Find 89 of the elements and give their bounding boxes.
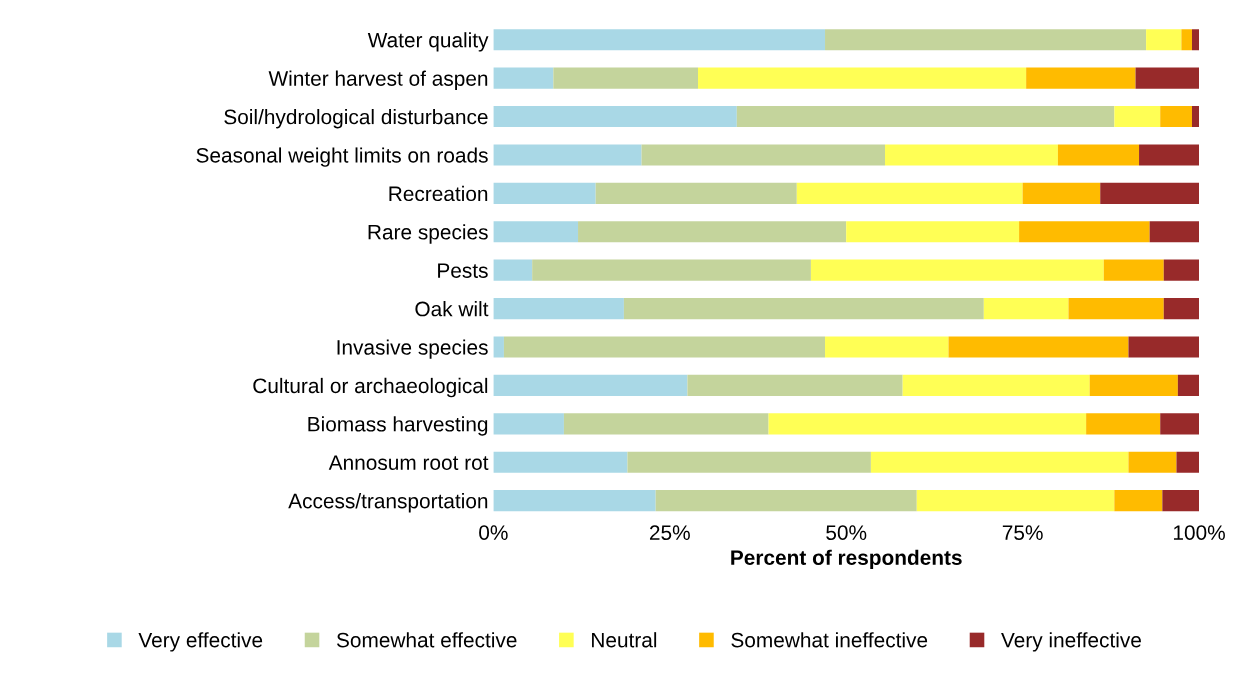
- bar: [578, 221, 847, 243]
- bar: [846, 221, 1020, 243]
- bar: [1114, 490, 1163, 512]
- x-tick-label: 75%: [1002, 525, 1043, 540]
- bar: [493, 259, 533, 281]
- legend-label: Somewhat effective: [336, 632, 517, 648]
- x-axis-title: Percent of respondents: [731, 549, 962, 570]
- bar: [698, 67, 1027, 89]
- bar: [493, 413, 564, 435]
- bar: [1191, 105, 1200, 128]
- y-tick-label: Rare species: [368, 224, 488, 244]
- bar: [641, 144, 886, 166]
- bar: [1149, 221, 1200, 243]
- bar: [916, 490, 1115, 512]
- bar: [825, 29, 1147, 51]
- bar: [623, 298, 984, 320]
- bar: [1181, 29, 1192, 51]
- bar: [1057, 144, 1140, 166]
- bar: [493, 374, 688, 396]
- bar: [563, 413, 769, 435]
- bar: [493, 29, 826, 51]
- y-tick-label: Oak wilt: [415, 301, 489, 317]
- bar: [768, 413, 1087, 435]
- bar: [1163, 259, 1200, 281]
- bar: [595, 182, 797, 204]
- bar: [655, 490, 917, 512]
- bar: [1139, 144, 1200, 166]
- bar: [1089, 374, 1178, 396]
- y-tick-label: Seasonal weight limits on roads: [196, 147, 488, 167]
- bar: [493, 182, 596, 204]
- bar: [810, 259, 1104, 281]
- bar: [493, 105, 737, 128]
- bar: [1146, 29, 1182, 51]
- bar: [902, 374, 1090, 396]
- legend-label: Somewhat ineffective: [731, 632, 928, 648]
- y-tick-label: Recreation: [389, 185, 488, 202]
- y-tick-label: Water quality: [367, 32, 489, 52]
- bar: [493, 451, 628, 473]
- bar: [1163, 298, 1200, 320]
- bar: [493, 67, 554, 89]
- bar: [885, 144, 1058, 166]
- x-tick-label: 25%: [649, 525, 690, 540]
- bar: [532, 259, 811, 281]
- x-tick-label: 100%: [1173, 525, 1225, 540]
- bar: [503, 336, 826, 358]
- bar: [1160, 105, 1192, 128]
- y-tick-label: Soil/hydrological disturbance: [224, 108, 488, 129]
- bar: [627, 451, 871, 473]
- y-tick-label: Annosum root rot: [328, 455, 489, 470]
- bar: [1100, 182, 1200, 204]
- bar: [1162, 490, 1200, 512]
- bar: [983, 298, 1069, 320]
- bar: [553, 67, 698, 89]
- bar: [1191, 29, 1200, 51]
- bar: [1026, 67, 1136, 89]
- bar: [493, 336, 504, 358]
- bar: [1114, 105, 1161, 128]
- bar: [1176, 451, 1200, 473]
- bar: [1086, 413, 1161, 435]
- legend-label: Very ineffective: [1001, 632, 1141, 652]
- bar: [1068, 298, 1164, 320]
- legend-label: Very effective: [138, 632, 263, 652]
- bar: [736, 105, 1115, 128]
- bar: [796, 182, 1023, 204]
- bar: [1128, 336, 1200, 358]
- y-tick-label: Winter harvest of aspen: [268, 70, 488, 91]
- bar: [1177, 374, 1200, 396]
- bar: [1135, 67, 1200, 89]
- bar: [870, 451, 1129, 473]
- legend-label: Neutral: [592, 632, 657, 648]
- bar: [493, 221, 579, 243]
- x-tick-label: 0%: [479, 525, 508, 540]
- bar: [493, 298, 624, 320]
- bar: [1160, 413, 1200, 435]
- bar: [1103, 259, 1164, 281]
- bar: [493, 144, 642, 166]
- y-tick-label: Access/transportation: [288, 493, 488, 513]
- bar: [825, 336, 949, 358]
- y-tick-label: Pests: [438, 263, 488, 278]
- bar: [687, 374, 903, 396]
- y-tick-label: Cultural or archaeological: [253, 377, 488, 398]
- y-tick-label: Invasive species: [337, 339, 488, 359]
- y-tick-label: Biomass harvesting: [308, 416, 488, 436]
- x-tick-label: 50%: [826, 525, 867, 540]
- bar: [1128, 451, 1177, 473]
- bar: [948, 336, 1129, 358]
- bar: [1022, 182, 1101, 204]
- bar: [1019, 221, 1150, 243]
- bar: [493, 490, 656, 512]
